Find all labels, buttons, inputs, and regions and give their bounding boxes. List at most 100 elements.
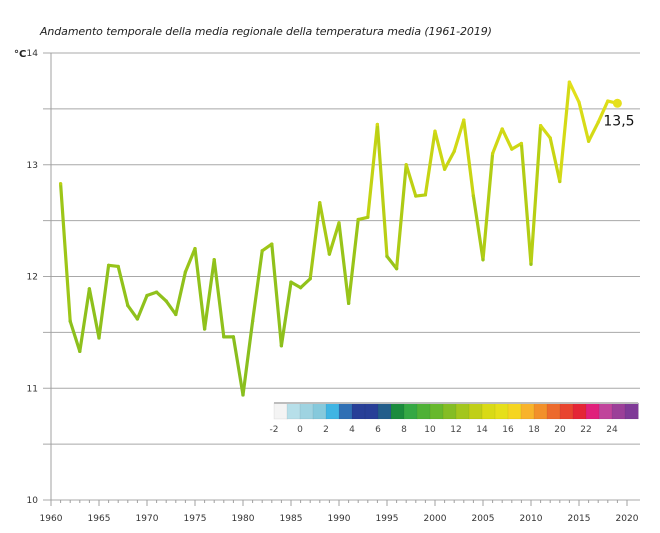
data-point bbox=[183, 270, 187, 274]
data-point bbox=[606, 99, 610, 103]
y-tick-label: 14 bbox=[27, 49, 39, 59]
y-tick-label: 12 bbox=[27, 273, 38, 283]
line-segment bbox=[567, 80, 581, 104]
data-point bbox=[443, 167, 447, 171]
legend-swatch bbox=[286, 402, 301, 420]
line-segment bbox=[577, 100, 591, 143]
last-value-label: 13,5 bbox=[603, 113, 634, 129]
line-segment bbox=[337, 221, 351, 305]
legend-swatch bbox=[494, 402, 509, 420]
data-point bbox=[548, 136, 552, 140]
line-segment bbox=[212, 258, 226, 339]
data-point bbox=[164, 299, 168, 303]
legend-swatch bbox=[481, 402, 496, 420]
line-segment bbox=[423, 129, 437, 197]
line-segment bbox=[116, 264, 130, 308]
line-segment bbox=[155, 290, 168, 303]
legend-swatch bbox=[325, 402, 340, 420]
last-value-marker bbox=[612, 98, 622, 108]
line-segment bbox=[203, 258, 216, 331]
data-point bbox=[577, 100, 581, 104]
line-segment bbox=[452, 118, 466, 153]
line-segment bbox=[385, 254, 399, 271]
data-point bbox=[116, 264, 120, 269]
x-tick-label: 1970 bbox=[136, 514, 159, 524]
data-point bbox=[327, 252, 331, 256]
data-point bbox=[404, 163, 408, 167]
line-segment bbox=[347, 217, 360, 305]
legend-top-border bbox=[274, 402, 638, 404]
legend-label: 22 bbox=[580, 425, 591, 435]
line-segment bbox=[135, 293, 149, 321]
line-segment bbox=[308, 201, 322, 281]
legend-swatch bbox=[468, 402, 483, 420]
line-segment bbox=[327, 221, 341, 256]
legend-swatch bbox=[624, 402, 639, 420]
data-point bbox=[222, 335, 226, 339]
line-segment bbox=[471, 194, 485, 262]
line-segment bbox=[586, 120, 600, 143]
line-segment bbox=[241, 319, 255, 397]
legend-swatch bbox=[390, 402, 405, 420]
line-segment bbox=[529, 124, 543, 266]
legend-label: 6 bbox=[375, 425, 381, 435]
line-segment bbox=[78, 287, 92, 353]
data-point bbox=[356, 217, 360, 222]
annotations: 13,5 bbox=[603, 98, 635, 129]
legend-label: 20 bbox=[554, 425, 566, 435]
x-tick-label: 1975 bbox=[184, 514, 207, 524]
data-point bbox=[308, 277, 312, 281]
legend-label: 0 bbox=[297, 425, 303, 435]
data-point bbox=[375, 122, 379, 127]
x-tick-label: 1990 bbox=[328, 514, 351, 524]
line-segment bbox=[433, 129, 447, 171]
line-segment bbox=[289, 280, 303, 290]
line-segment bbox=[318, 201, 331, 256]
data-point bbox=[270, 242, 274, 246]
legend-swatch bbox=[351, 402, 366, 420]
line-segment bbox=[356, 215, 370, 222]
x-tick-label: 1960 bbox=[40, 514, 63, 524]
data-point bbox=[481, 258, 485, 262]
x-tick-label: 2020 bbox=[616, 514, 639, 524]
data-point bbox=[423, 193, 427, 197]
line-segment bbox=[558, 80, 572, 184]
data-point bbox=[59, 182, 63, 186]
data-point bbox=[529, 262, 533, 266]
x-tick-label: 1985 bbox=[280, 514, 303, 524]
line-segment bbox=[231, 335, 245, 397]
data-point bbox=[97, 336, 101, 340]
line-segment bbox=[279, 280, 293, 348]
legend-label: 14 bbox=[476, 425, 488, 435]
line-segment bbox=[193, 246, 207, 331]
line-segment bbox=[491, 127, 504, 156]
axes: 10 11 12 13 14 1960 1965 1970 1975 1980 1985 1990 19… bbox=[27, 49, 639, 524]
legend-swatch bbox=[312, 402, 327, 420]
data-point bbox=[519, 141, 524, 146]
data-point bbox=[567, 80, 572, 84]
data-point bbox=[558, 179, 562, 184]
line-segment bbox=[366, 122, 379, 219]
data-point bbox=[414, 194, 418, 198]
legend-swatch bbox=[377, 402, 392, 420]
legend-swatch bbox=[416, 402, 431, 420]
data-point bbox=[155, 290, 159, 294]
data-point bbox=[260, 249, 264, 253]
data-point bbox=[596, 120, 600, 124]
data-point bbox=[510, 147, 514, 151]
legend-swatch bbox=[520, 402, 535, 420]
legend-label: 10 bbox=[424, 425, 436, 435]
legend-swatch bbox=[455, 402, 470, 420]
legend-swatch bbox=[364, 402, 379, 420]
data-point bbox=[193, 246, 197, 251]
data-point bbox=[251, 319, 255, 323]
x-tick-label: 1995 bbox=[376, 514, 399, 524]
legend-swatch bbox=[585, 402, 600, 420]
data-point bbox=[433, 129, 437, 133]
line-segment bbox=[183, 246, 197, 274]
data-point bbox=[174, 312, 178, 317]
data-point bbox=[203, 327, 207, 331]
data-point bbox=[289, 280, 293, 284]
data-point bbox=[299, 286, 303, 290]
data-point bbox=[126, 303, 130, 308]
